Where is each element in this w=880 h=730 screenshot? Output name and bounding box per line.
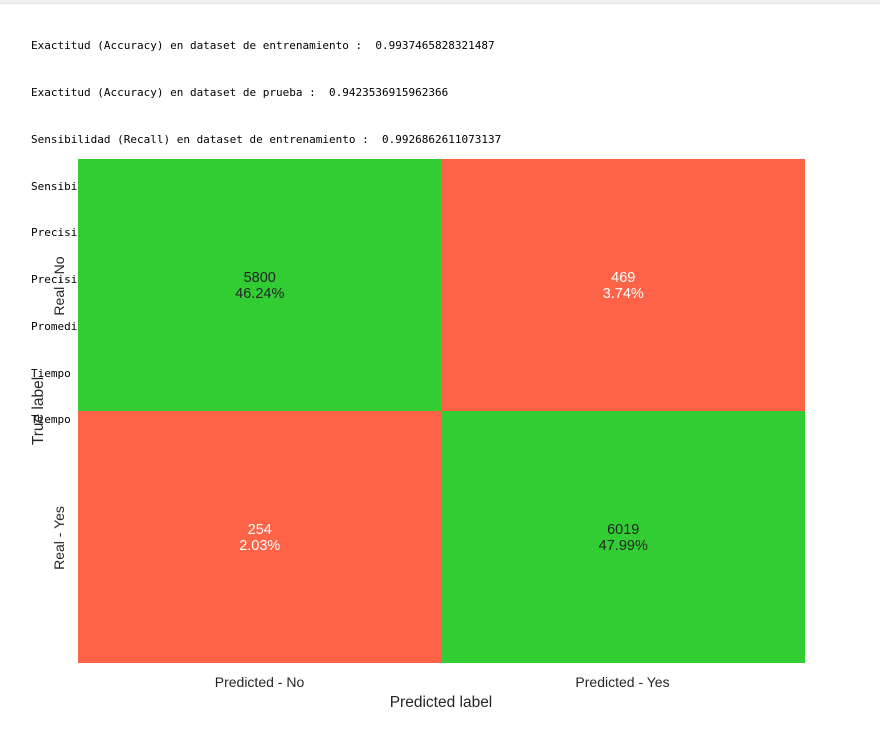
- y-axis-title: True label: [30, 377, 47, 445]
- output-line-test-accuracy: Exactitud (Accuracy) en dataset de prueb…: [31, 85, 449, 99]
- x-tick-predicted-yes: Predicted - Yes: [575, 674, 669, 690]
- count-label-real-no-predicted-yes: 469: [611, 270, 635, 286]
- output-top-border: [0, 0, 880, 4]
- y-tick-real-yes: Real - Yes: [51, 506, 67, 570]
- percent-label-real-yes-predicted-yes: 47.99%: [599, 538, 648, 554]
- percent-label-real-yes-predicted-no: 2.03%: [239, 538, 280, 554]
- count-label-real-no-predicted-no: 5800: [244, 270, 276, 286]
- output-line-train-accuracy: Exactitud (Accuracy) en dataset de entre…: [31, 39, 495, 53]
- y-tick-real-no: Real - No: [51, 256, 67, 315]
- count-label-real-yes-predicted-no: 254: [248, 522, 272, 538]
- cell-real-no-predicted-yes: [441, 159, 805, 411]
- x-axis-title: Predicted label: [390, 694, 493, 711]
- cell-real-yes-predicted-yes: [441, 411, 805, 663]
- cell-real-yes-predicted-no: [78, 411, 442, 663]
- x-tick-predicted-no: Predicted - No: [215, 674, 305, 690]
- output-line-train-recall: Sensibilidad (Recall) en dataset de entr…: [31, 132, 502, 146]
- percent-label-real-no-predicted-no: 46.24%: [235, 286, 284, 302]
- count-label-real-yes-predicted-yes: 6019: [607, 522, 639, 538]
- cell-real-no-predicted-no: [78, 159, 442, 411]
- percent-label-real-no-predicted-yes: 3.74%: [603, 286, 644, 302]
